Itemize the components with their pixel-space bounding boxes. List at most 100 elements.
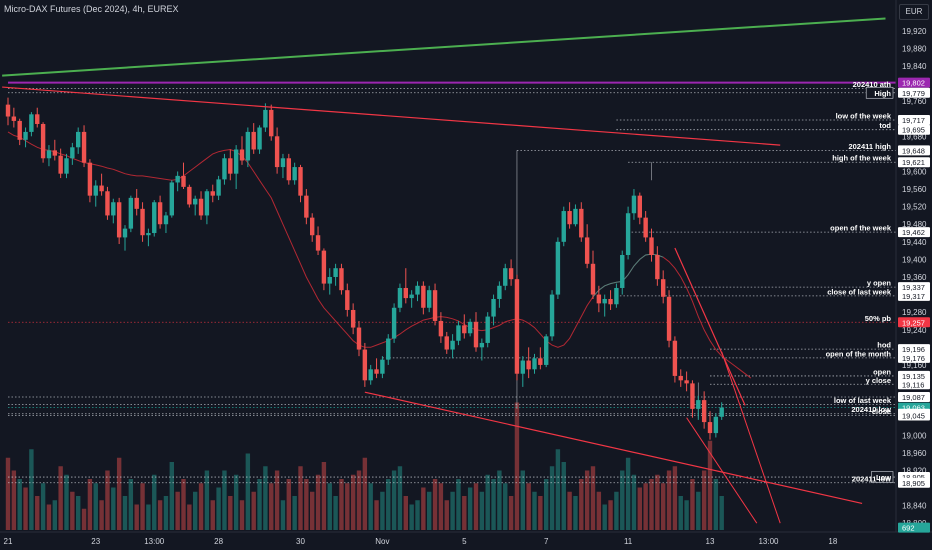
volume-bar — [163, 496, 169, 530]
candle-body — [544, 336, 549, 365]
volume-bar — [602, 504, 607, 530]
green-trendline[interactable] — [2, 17, 886, 77]
candle-body — [210, 191, 215, 196]
candle-body — [386, 338, 391, 360]
candle-body — [29, 114, 34, 132]
candle-body — [526, 360, 531, 370]
price-label-badge — [898, 77, 930, 88]
volume-bar — [251, 491, 256, 530]
level-label: 202410 ath — [853, 80, 892, 89]
volume-bar — [269, 483, 274, 530]
volume-bar — [596, 491, 602, 530]
candle-body — [310, 217, 315, 236]
candle-body — [485, 316, 490, 343]
candles-layer — [5, 97, 724, 440]
volume-bar — [549, 466, 555, 530]
volume-layer — [5, 402, 724, 530]
volume-bar — [228, 496, 233, 530]
volume-bar — [76, 496, 81, 530]
volume-bar — [35, 496, 40, 530]
candle-body — [128, 197, 134, 229]
price-label-badge — [898, 115, 930, 126]
volume-bar — [40, 483, 46, 530]
price-tick-label: 19,480 — [902, 220, 927, 229]
volume-bar — [719, 496, 724, 530]
candle-body — [222, 158, 227, 180]
candle-body — [625, 213, 631, 256]
volume-bar — [655, 474, 660, 530]
volume-bar — [631, 474, 637, 530]
price-tick-label: 18,840 — [902, 502, 927, 511]
level-label: y open — [867, 279, 892, 288]
volume-bar — [11, 470, 17, 530]
candle-body — [321, 250, 327, 284]
candle-body — [169, 182, 174, 216]
volume-bar — [245, 453, 251, 530]
candle-body — [503, 268, 508, 286]
volume-bar — [713, 479, 719, 530]
pivot-red-line-2[interactable] — [686, 417, 758, 524]
price-label-text: 19,176 — [902, 354, 925, 363]
level-label: low of last week — [834, 396, 892, 405]
candle-body — [450, 340, 455, 350]
lower-red-trendline[interactable] — [364, 391, 863, 505]
candle-body — [181, 175, 186, 187]
price-label-text: 19,648 — [902, 146, 925, 155]
candle-body — [514, 279, 520, 374]
price-label-badge — [898, 379, 930, 390]
volume-bar — [491, 479, 496, 530]
time-tick-label: 13 — [706, 537, 715, 546]
chart-title: Micro-DAX Futures (Dec 2024), 4h, EUREX — [4, 4, 179, 14]
price-label-text: 19,135 — [902, 372, 925, 381]
volume-bar — [643, 483, 648, 530]
volume-bar — [81, 508, 87, 530]
price-label-badge — [898, 145, 930, 156]
price-tick-label: 18,920 — [902, 466, 927, 475]
candle-body — [292, 167, 297, 181]
level-label: hod — [877, 341, 891, 350]
price-label-text: 19,779 — [902, 89, 925, 98]
candle-body — [105, 191, 110, 216]
candle-body — [432, 290, 438, 321]
candle-body — [508, 268, 514, 280]
price-label-text: 19,717 — [902, 116, 925, 125]
candle-body — [391, 307, 397, 339]
volume-bar — [561, 462, 566, 530]
candle-body — [573, 208, 578, 225]
steep-red-trendline[interactable] — [674, 247, 746, 406]
upper-red-trendline[interactable] — [2, 86, 781, 146]
candle-body — [163, 215, 169, 225]
volume-bar — [432, 479, 438, 530]
volume-bar — [368, 483, 373, 530]
volume-bar — [473, 483, 479, 530]
candle-body — [122, 228, 128, 238]
price-tick-label: 19,240 — [902, 326, 927, 335]
volume-bar — [263, 466, 268, 530]
time-axis[interactable]: 21 23 13:00 28 30 Nov 5 7 11 13 13:00 18 — [4, 537, 838, 546]
candle-body — [409, 294, 414, 299]
candle-body — [298, 167, 303, 196]
volume-bar — [620, 470, 625, 530]
candle-body — [40, 123, 46, 159]
time-tick-label: 13:00 — [758, 537, 779, 546]
volume-bar — [169, 462, 174, 530]
candle-body — [602, 298, 607, 304]
candle-body — [584, 237, 590, 264]
candle-body — [415, 285, 420, 295]
volume-bar — [105, 470, 110, 530]
volume-bar — [52, 500, 57, 530]
time-tick-label: 18 — [828, 537, 837, 546]
candle-body — [286, 158, 291, 181]
price-tick-label: 19,520 — [902, 203, 927, 212]
level-label-box — [865, 86, 894, 99]
level-label: open of the week — [830, 224, 892, 233]
level-label: 202411 low — [852, 474, 891, 483]
price-label-badge — [898, 410, 930, 421]
candle-body — [333, 268, 338, 277]
price-label-badge — [898, 157, 930, 168]
candle-body — [719, 407, 724, 417]
pivot-red-line[interactable] — [721, 351, 781, 524]
currency-button[interactable]: EUR — [899, 4, 929, 20]
